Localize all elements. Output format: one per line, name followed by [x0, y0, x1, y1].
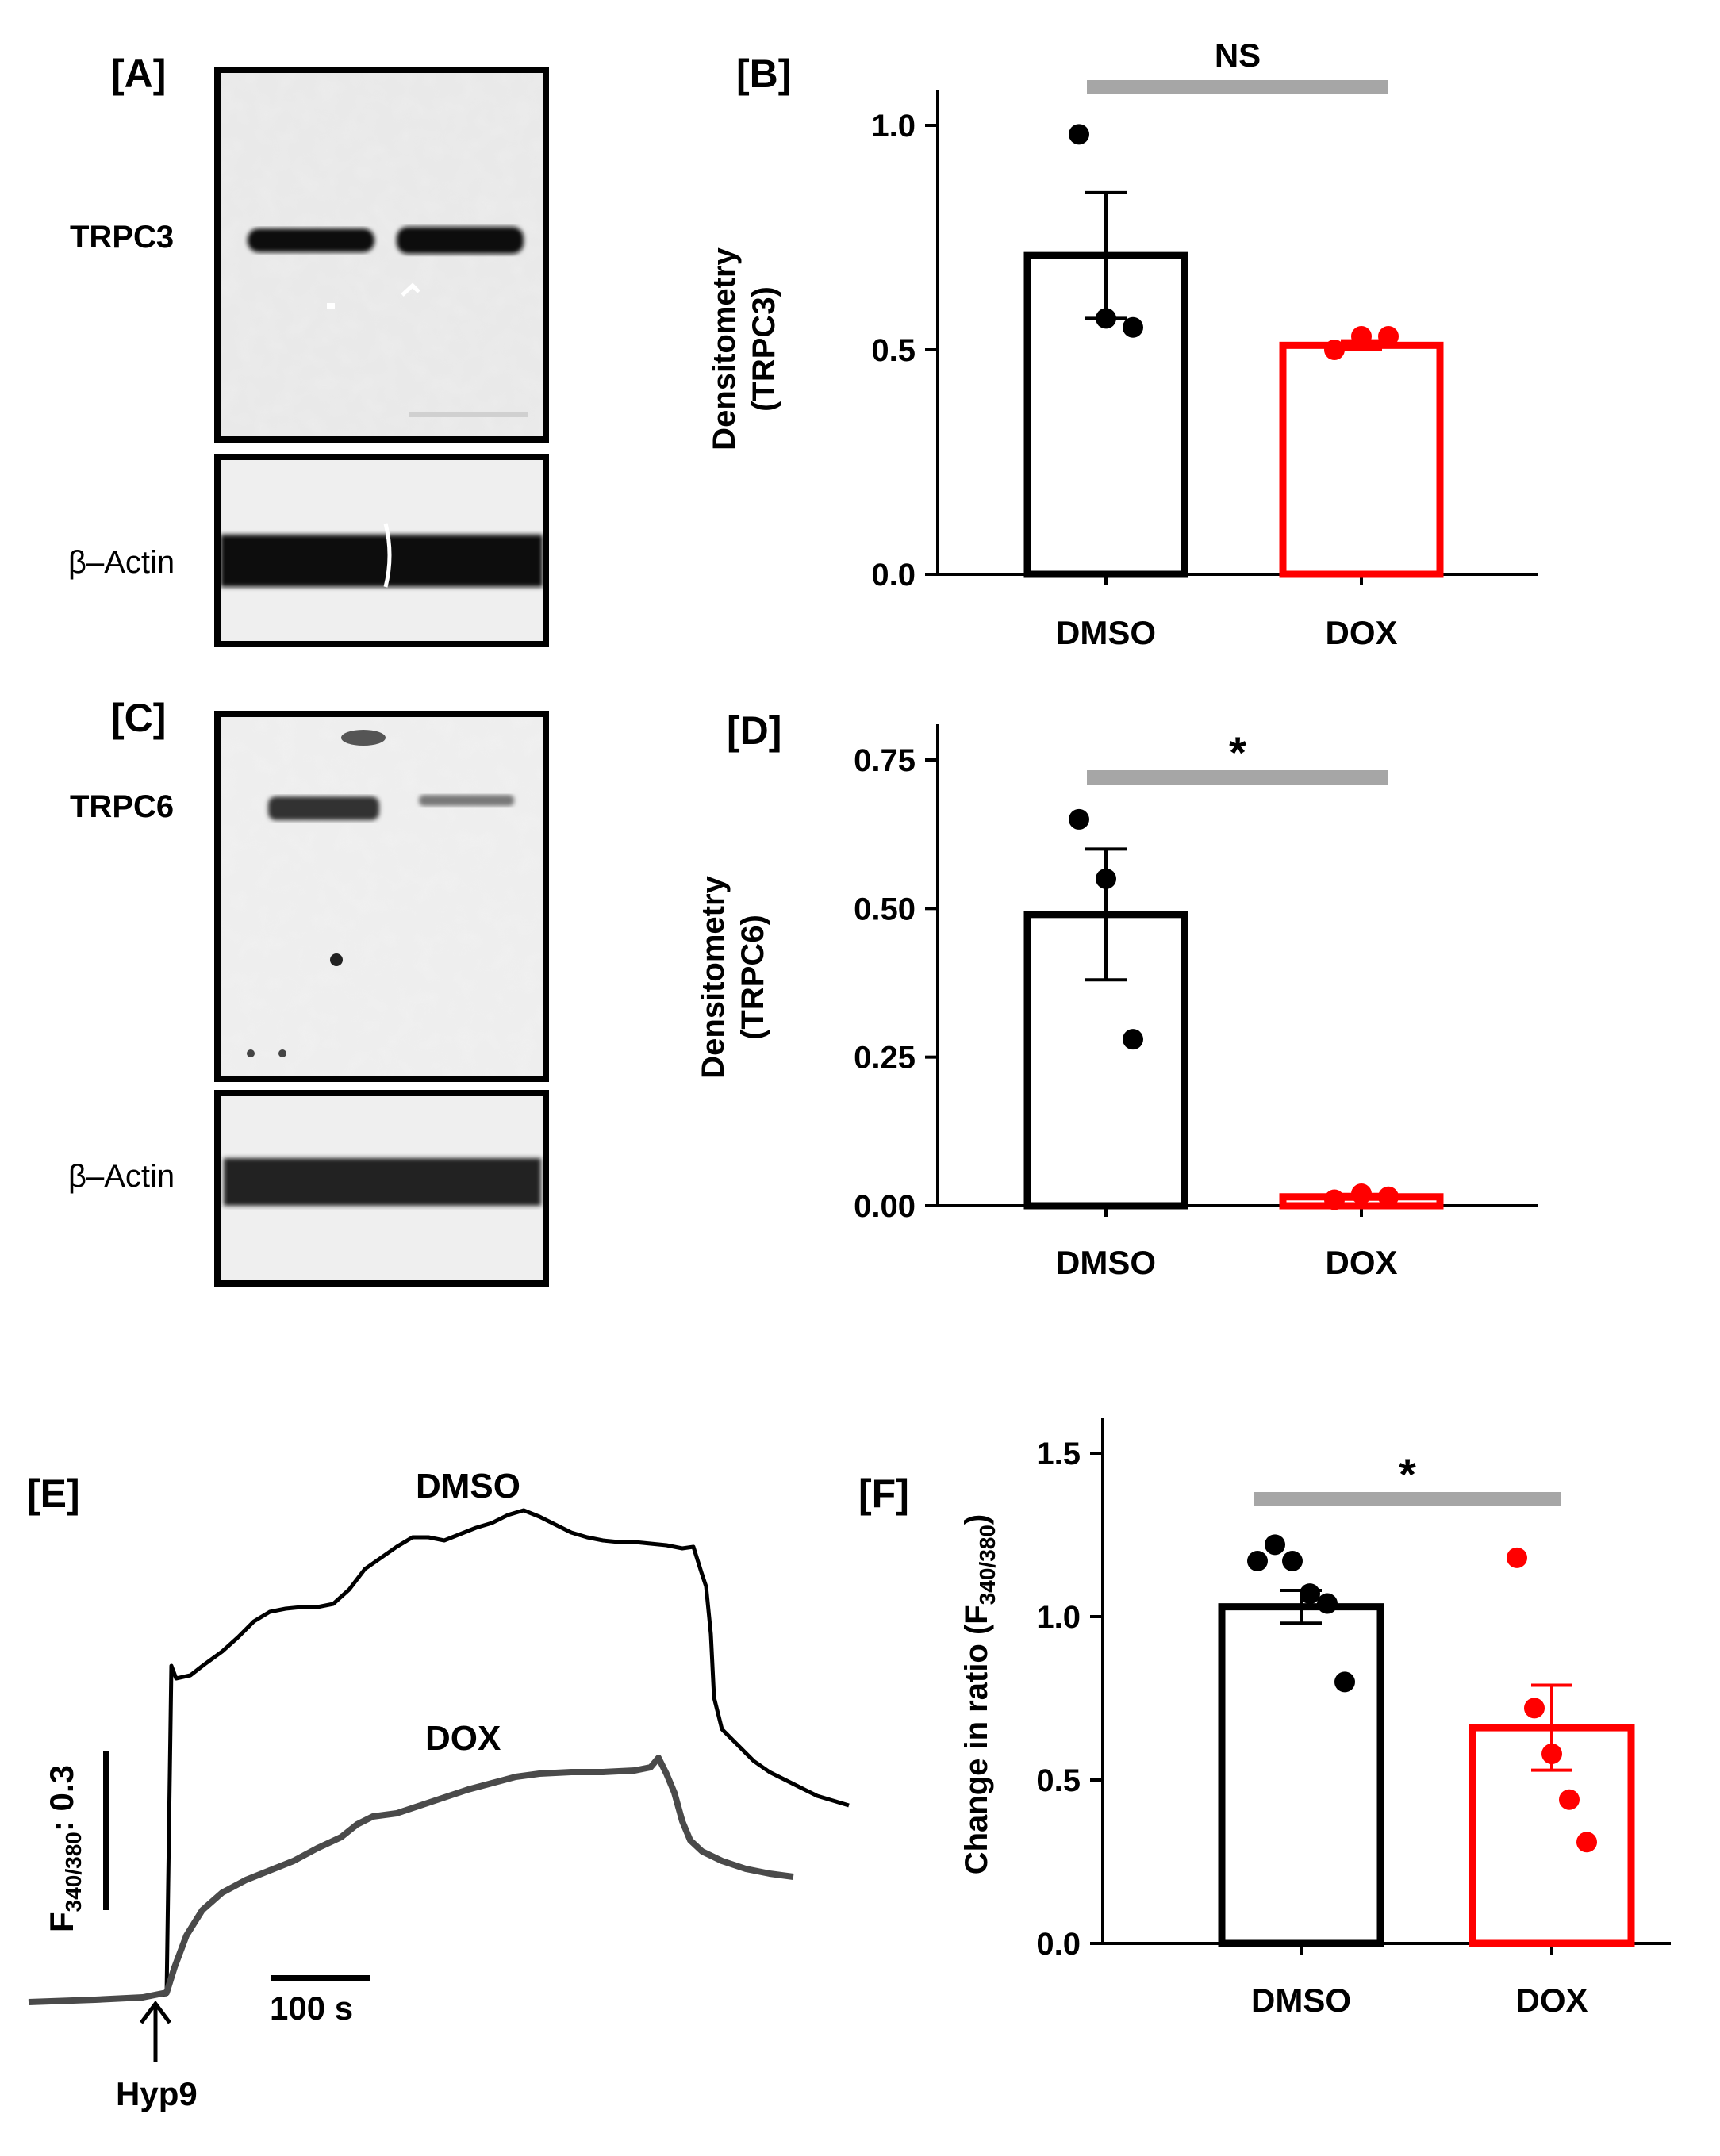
chart-f-point-dox — [1576, 1832, 1597, 1853]
chart-d-y-tick-label: 0.75 — [854, 743, 916, 778]
chart-d-category-label: DOX — [1325, 1244, 1397, 1281]
chart-b: [B] Densitometry (TRPC3) 0.0 0.5 1.0 DMSO DOX NS — [707, 36, 1538, 651]
chart-b-point-dox — [1378, 326, 1399, 347]
chart-f-y-tick-label: 0.0 — [1036, 1927, 1081, 1962]
scale-y-label-main: F — [43, 1912, 80, 1932]
trpc3-band-dmso — [248, 228, 374, 252]
chart-d-point-dox — [1378, 1186, 1399, 1207]
panel-a-trpc3-blot — [214, 67, 549, 443]
chart-d-y-tick-label: 0.00 — [854, 1189, 916, 1224]
chart-d-y-axis-title-line1: Densitometry — [696, 875, 731, 1078]
chart-b-y-tick-label: 1.0 — [871, 109, 916, 144]
chart-f-point-dmso — [1247, 1550, 1268, 1571]
chart-b-y-tick-label: 0.0 — [871, 558, 916, 593]
chart-f-category-label: DMSO — [1251, 1981, 1351, 2019]
panel-a-actin-blot — [214, 454, 549, 647]
panel-c-actin-blot — [214, 1090, 549, 1287]
chart-f-y-tick-label: 1.5 — [1036, 1437, 1081, 1471]
chart-b-bar-dox — [1279, 341, 1444, 578]
chart-f: [F] Change in ratio (F340/380) 0.0 0.5 1.0 1.… — [858, 1418, 1671, 2019]
chart-b-point-dmso — [1069, 124, 1089, 145]
panel-a: [A] TRPC3 β–Actin — [68, 52, 549, 647]
chart-b-y-axis-title-line2: (TRPC3) — [747, 286, 781, 412]
chart-d-point-dmso — [1096, 868, 1116, 889]
trace-dox — [28, 1755, 794, 2005]
chart-f-point-dmso — [1300, 1583, 1320, 1605]
stimulus-label: Hyp9 — [116, 2075, 198, 2112]
trpc6-band-dmso — [268, 796, 379, 820]
chart-d-point-dmso — [1069, 808, 1089, 830]
chart-b-y-axis-title-line1: Densitometry — [707, 247, 742, 450]
panel-a-actin-label: β–Actin — [68, 545, 175, 580]
chart-f-y-axis-title-tail: ) — [959, 1514, 994, 1525]
chart-b-category-label: DOX — [1325, 614, 1397, 651]
chart-f-point-dmso — [1334, 1671, 1355, 1693]
chart-f-point-dmso — [1282, 1550, 1303, 1571]
chart-d-point-dmso — [1123, 1029, 1143, 1050]
chart-f-panel-label: [F] — [858, 1471, 909, 1516]
trpc3-band-dox — [397, 227, 524, 254]
chart-d-point-dox — [1324, 1189, 1345, 1210]
chart-f-y-axis-title-sub: 340/380 — [975, 1525, 1000, 1605]
chart-d-point-dox — [1351, 1183, 1372, 1205]
chart-d-category-label: DMSO — [1056, 1244, 1156, 1281]
panel-e-label: [E] — [27, 1471, 80, 1516]
panel-e: [E] DMSO DOX F340/380: 0.3 100 s Hyp9 — [27, 1467, 850, 2112]
scale-x-label: 100 s — [270, 1989, 353, 2027]
panel-c-trpc6-label: TRPC6 — [70, 789, 174, 824]
chart-d-y-axis-title-line2: (TRPC6) — [735, 915, 770, 1040]
trpc6-band-dox — [419, 795, 514, 806]
chart-d-y-axis-title: Densitometry (TRPC6) — [696, 875, 770, 1078]
chart-d-y-tick-label: 0.50 — [854, 892, 916, 926]
panel-c: [C] TRPC6 β–Actin — [68, 696, 549, 1287]
chart-f-point-dox — [1559, 1789, 1580, 1810]
chart-b-significance-label: NS — [1215, 36, 1261, 74]
chart-f-point-dmso — [1265, 1534, 1285, 1556]
trace-dmso — [28, 1508, 850, 2004]
chart-f-category-label: DOX — [1515, 1981, 1588, 2019]
chart-b-y-tick-label: 0.5 — [871, 333, 916, 368]
chart-f-y-axis-title-main: Change in ratio (F — [959, 1605, 994, 1874]
chart-d-panel-label: [D] — [727, 708, 781, 753]
chart-b-y-axis-title: Densitometry (TRPC3) — [707, 247, 781, 450]
chart-d: [D] Densitometry (TRPC6) 0.00 0.25 0.50 0.75 DM… — [696, 708, 1538, 1281]
trace-dox-label: DOX — [425, 1719, 501, 1758]
chart-f-point-dox — [1541, 1744, 1562, 1765]
chart-b-panel-label: [B] — [736, 52, 791, 96]
chart-b-point-dox — [1351, 326, 1372, 347]
scale-y-label-tail: : 0.3 — [43, 1765, 80, 1832]
chart-b-category-label: DMSO — [1056, 614, 1156, 651]
actin-band-c — [224, 1158, 541, 1206]
chart-f-point-dmso — [1317, 1593, 1338, 1614]
panel-c-label: [C] — [111, 696, 166, 740]
chart-d-y-tick-label: 0.25 — [854, 1041, 916, 1076]
stimulus-arrow — [140, 2000, 171, 2062]
chart-f-y-axis-title: Change in ratio (F340/380) — [959, 1514, 1000, 1875]
scale-y-label: F340/380: 0.3 — [43, 1765, 86, 1932]
scale-y-label-sub: 340/380 — [61, 1832, 86, 1912]
trace-dmso-label: DMSO — [416, 1467, 520, 1506]
actin-band-a — [221, 535, 543, 587]
chart-f-significance-label: * — [1399, 1449, 1416, 1499]
chart-f-point-dox — [1507, 1547, 1527, 1568]
panel-c-trpc6-blot — [214, 711, 549, 1082]
chart-f-y-tick-label: 1.0 — [1036, 1600, 1081, 1635]
panel-c-actin-label: β–Actin — [68, 1159, 175, 1194]
chart-f-bar-dmso — [1218, 1603, 1384, 1947]
chart-b-point-dmso — [1123, 316, 1143, 338]
chart-f-y-tick-label: 0.5 — [1036, 1763, 1081, 1798]
chart-b-point-dox — [1324, 340, 1345, 360]
panel-a-trpc3-label: TRPC3 — [70, 220, 174, 255]
chart-b-point-dmso — [1096, 308, 1116, 329]
chart-f-point-dox — [1524, 1698, 1545, 1719]
chart-d-significance-label: * — [1229, 727, 1246, 777]
panel-a-label: [A] — [111, 52, 166, 96]
